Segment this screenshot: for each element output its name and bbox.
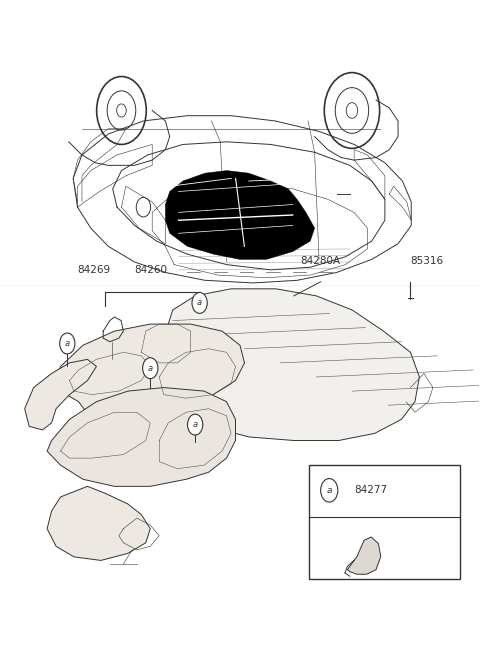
Circle shape: [60, 333, 75, 354]
Text: 84280A: 84280A: [300, 256, 341, 266]
Circle shape: [188, 414, 203, 435]
Text: 84269: 84269: [78, 265, 111, 275]
Circle shape: [321, 479, 338, 502]
Text: a: a: [192, 420, 198, 429]
Polygon shape: [56, 324, 244, 451]
Text: a: a: [65, 339, 70, 348]
Circle shape: [192, 293, 207, 314]
Text: 84260: 84260: [134, 265, 167, 275]
Polygon shape: [348, 537, 381, 574]
Circle shape: [143, 358, 158, 379]
Text: 84277: 84277: [355, 485, 388, 495]
Polygon shape: [24, 359, 96, 430]
Polygon shape: [155, 289, 420, 440]
Polygon shape: [47, 388, 236, 486]
Text: a: a: [148, 363, 153, 373]
Bar: [309, 465, 459, 579]
Polygon shape: [166, 171, 314, 259]
Polygon shape: [47, 486, 150, 560]
Text: a: a: [326, 486, 332, 495]
Text: a: a: [197, 298, 202, 308]
Text: 85316: 85316: [410, 256, 444, 266]
